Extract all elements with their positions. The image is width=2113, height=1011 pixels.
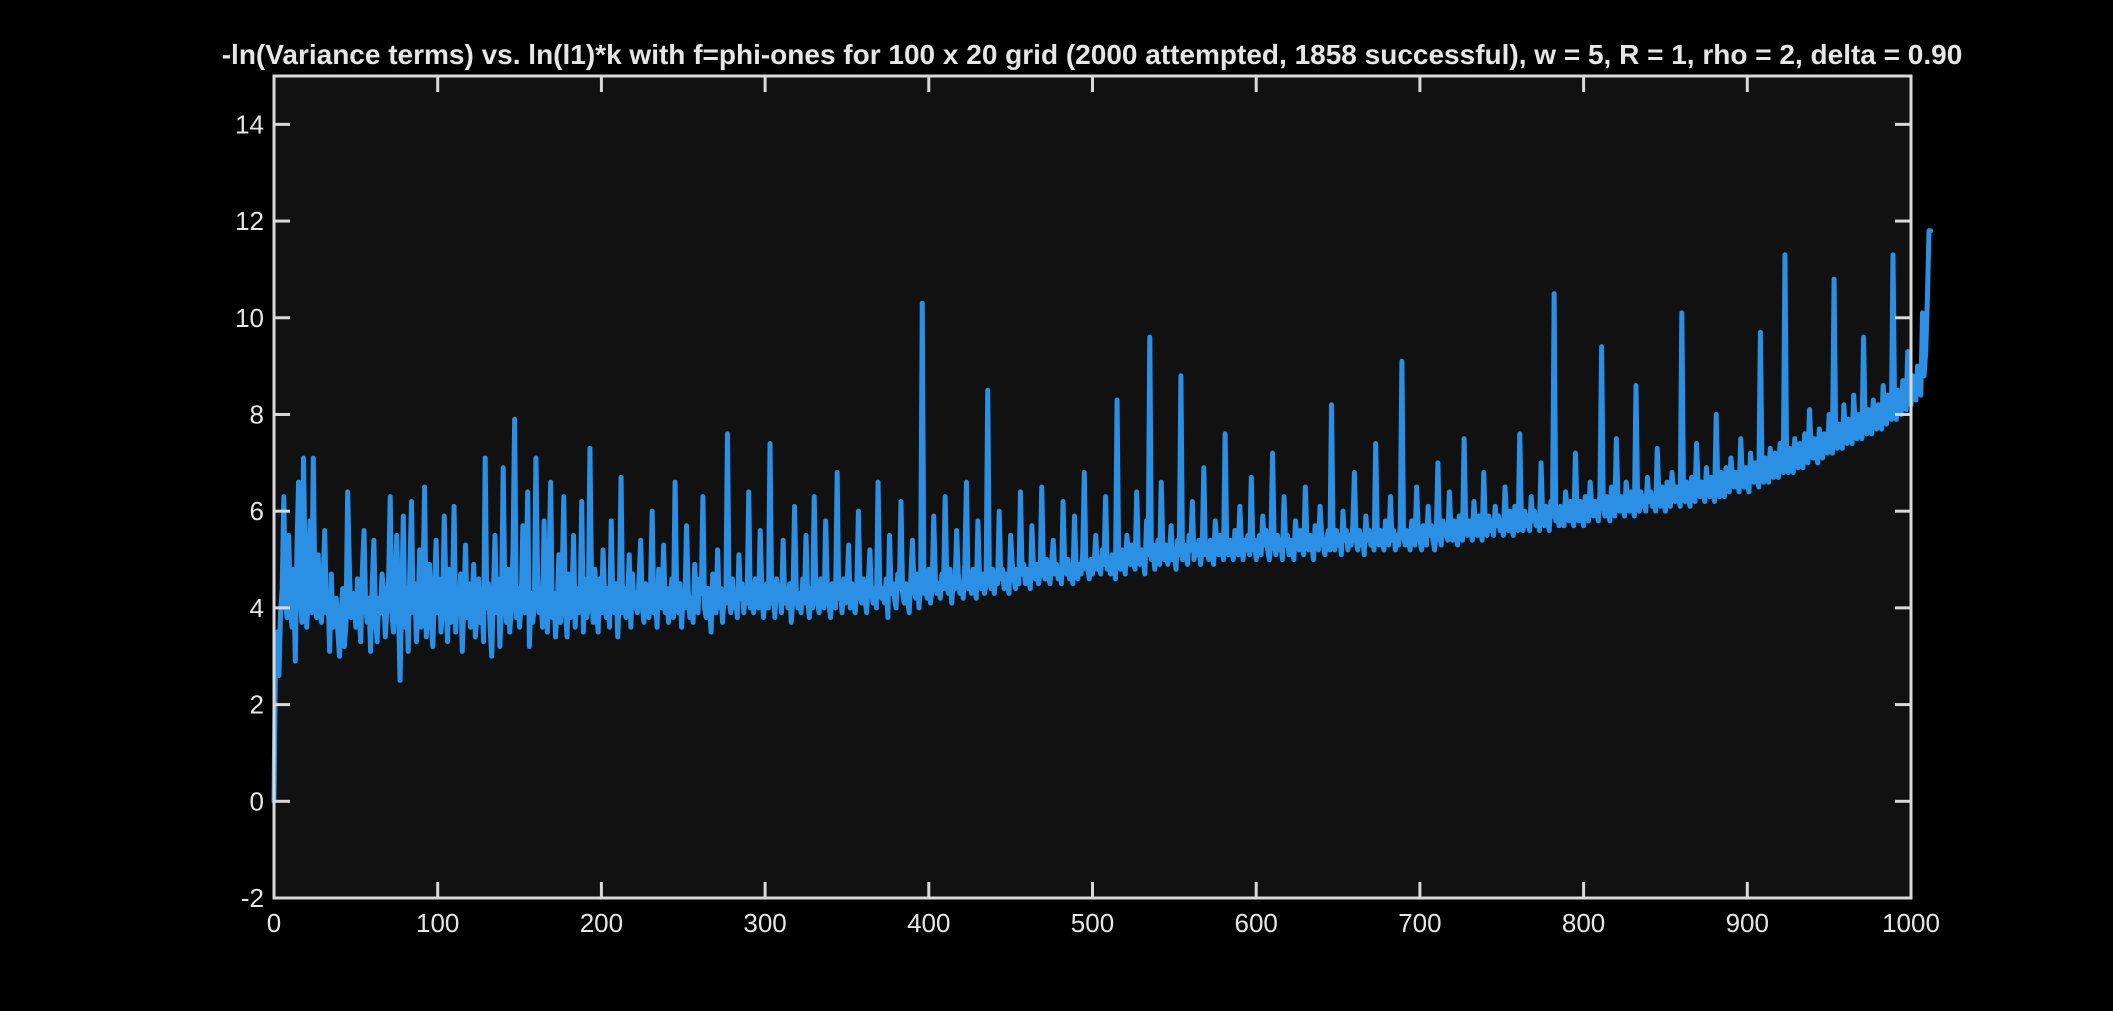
y-tick-label: 2 [250, 690, 264, 720]
x-tick-label: 700 [1398, 908, 1441, 938]
x-tick-label: 800 [1562, 908, 1605, 938]
x-tick-label: 100 [416, 908, 459, 938]
chart-title: -ln(Variance terms) vs. ln(l1)*k with f=… [222, 39, 1963, 70]
y-tick-label: 4 [250, 593, 264, 623]
x-tick-label: 1000 [1882, 908, 1940, 938]
y-tick-label: 12 [235, 206, 264, 236]
y-tick-label: 14 [235, 109, 264, 139]
series-layer [271, 228, 1934, 804]
x-tick-label: 600 [1235, 908, 1278, 938]
x-tick-label: 300 [743, 908, 786, 938]
x-tick-label: 900 [1726, 908, 1769, 938]
y-tick-label: 0 [250, 786, 264, 816]
x-tick-label: 0 [267, 908, 281, 938]
x-tick-label: 400 [907, 908, 950, 938]
x-tick-label: 200 [580, 908, 623, 938]
ticks-layer: 0 100 200 300 400 500 600 700 800 900 1000-2024681… [235, 76, 1940, 938]
y-tick-label: 8 [250, 399, 264, 429]
x-tick-label: 500 [1071, 908, 1114, 938]
y-tick-label: 6 [250, 496, 264, 526]
y-tick-label: 10 [235, 303, 264, 333]
y-tick-label: -2 [241, 883, 264, 913]
series-line [271, 228, 1934, 804]
